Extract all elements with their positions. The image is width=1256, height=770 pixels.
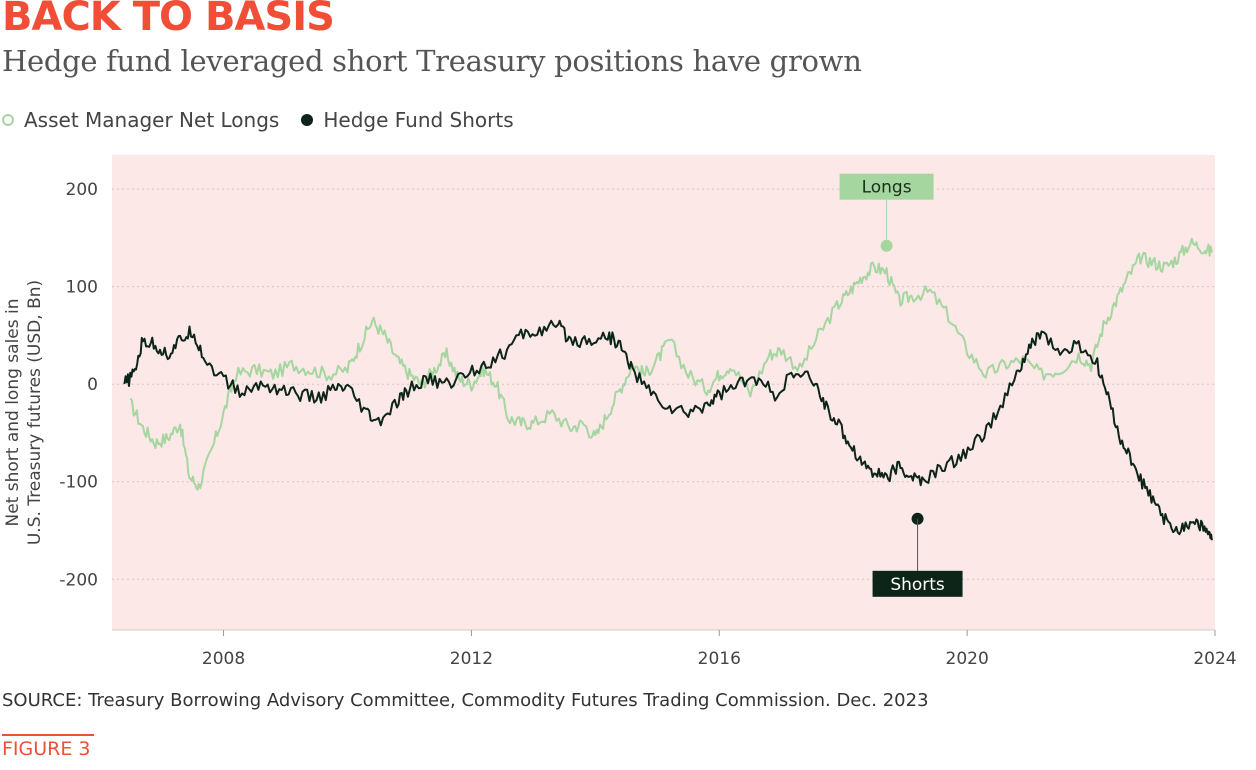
solid-circle-icon — [301, 114, 314, 126]
y-axis-label: Net short and long sales in — [3, 298, 23, 526]
gridlines — [112, 188, 1215, 631]
series-line-longs — [129, 237, 1213, 491]
y-tick-label: 100 — [66, 278, 98, 298]
shorts-label: Shorts — [890, 575, 945, 595]
x-tick-label: 2016 — [698, 649, 741, 669]
figure-divider — [2, 734, 94, 736]
legend-item-shorts: Hedge Fund Shorts — [301, 108, 514, 132]
x-tick-label: 2008 — [202, 649, 245, 669]
x-tick-label: 2024 — [1193, 649, 1236, 669]
y-tick-label: 200 — [66, 180, 98, 200]
y-tick-label: 0 — [87, 375, 98, 395]
shorts-label-box — [872, 570, 963, 597]
figure-label: FIGURE 3 — [2, 738, 91, 760]
y-tick-label: -200 — [59, 570, 98, 590]
legend-item-longs: Asset Manager Net Longs — [2, 108, 279, 132]
x-axis-ticks: 2008 2012 2016 2020 2024 — [202, 630, 1237, 669]
y-axis-ticks: 200 100 0 -100 -200 — [59, 180, 98, 590]
legend-label-shorts: Hedge Fund Shorts — [323, 108, 514, 132]
legend-label-longs: Asset Manager Net Longs — [24, 108, 280, 132]
chart-subtitle: Hedge fund leveraged short Treasury posi… — [2, 44, 862, 78]
source-note: SOURCE: Treasury Borrowing Advisory Comm… — [2, 690, 929, 711]
series-line-shorts — [123, 319, 1213, 541]
series-group — [123, 237, 1213, 541]
y-axis-label-line-2: U.S. Treasury futures (USD, Bn) — [25, 280, 45, 545]
x-tick-label: 2020 — [946, 649, 989, 669]
annotations: Longs Shorts — [839, 173, 963, 597]
hollow-circle-icon — [2, 114, 14, 126]
longs-label: Longs — [862, 178, 912, 198]
longs-label-box — [839, 173, 934, 200]
legend: Asset Manager Net Longs Hedge Fund Short… — [2, 108, 536, 132]
y-tick-label: -100 — [59, 473, 98, 493]
x-tick-label: 2012 — [450, 649, 493, 669]
chart-title: BACK TO BASIS — [2, 0, 335, 40]
